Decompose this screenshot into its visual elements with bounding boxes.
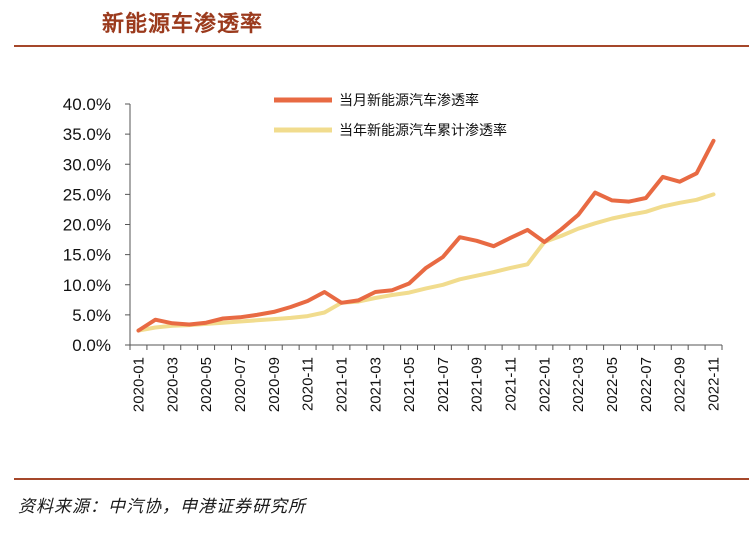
x-tick-label: 2022-01 xyxy=(536,357,553,412)
x-tick-label: 2020-01 xyxy=(130,357,147,412)
y-tick-label: 25.0% xyxy=(63,185,111,204)
x-tick-label: 2022-11 xyxy=(706,357,723,411)
x-tick-label: 2020-07 xyxy=(232,357,249,412)
x-tick-label: 2020-05 xyxy=(198,357,215,412)
x-axis-tick-labels: 2020-01 2020-03 2020-05 2020-07 2020-09 2020-… xyxy=(130,357,722,412)
x-tick-label: 2020-11 xyxy=(300,357,317,411)
y-tick-label: 5.0% xyxy=(72,306,111,325)
x-tick-label: 2022-07 xyxy=(638,357,655,412)
x-tick-label: 2020-03 xyxy=(164,357,181,412)
y-axis-ticks xyxy=(125,103,130,346)
page-title: 新能源车渗透率 xyxy=(102,11,264,37)
x-tick-label: 2021-05 xyxy=(401,357,418,412)
x-tick-label: 2021-03 xyxy=(367,357,384,412)
title-divider xyxy=(14,45,749,47)
x-tick-label: 2021-11 xyxy=(503,357,520,411)
y-tick-label: 35.0% xyxy=(63,125,111,144)
x-tick-label: 2021-01 xyxy=(333,357,350,412)
source-divider xyxy=(14,478,749,480)
y-tick-label: 10.0% xyxy=(63,276,111,295)
series-lines xyxy=(136,138,716,333)
y-tick-label: 40.0% xyxy=(63,95,111,114)
legend: 当月新能源汽车渗透率 当年新能源汽车累计渗透率 xyxy=(274,92,507,139)
y-axis-tick-labels: 0.0% 5.0% 10.0% 15.0% 20.0% 25.0% 30.0% 35.0% 40… xyxy=(63,95,111,355)
y-tick-label: 30.0% xyxy=(63,155,111,174)
x-tick-label: 2021-09 xyxy=(469,357,486,412)
legend-label-monthly: 当月新能源汽车渗透率 xyxy=(339,92,479,109)
legend-label-cumulative: 当年新能源汽车累计渗透率 xyxy=(339,122,507,139)
y-tick-label: 20.0% xyxy=(63,216,111,235)
x-tick-label: 2022-03 xyxy=(570,357,587,412)
x-tick-label: 2022-05 xyxy=(604,357,621,412)
x-tick-label: 2021-07 xyxy=(435,357,452,412)
y-tick-label: 0.0% xyxy=(72,336,111,355)
series-line-monthly xyxy=(136,138,716,333)
source-note: 资料来源：中汽协，申港证券研究所 xyxy=(18,497,306,517)
x-tick-label: 2020-09 xyxy=(266,357,283,412)
x-axis-ticks xyxy=(129,345,723,350)
series-line-cumulative xyxy=(136,192,716,333)
x-tick-label: 2022-09 xyxy=(672,357,689,412)
y-tick-label: 15.0% xyxy=(63,246,111,265)
